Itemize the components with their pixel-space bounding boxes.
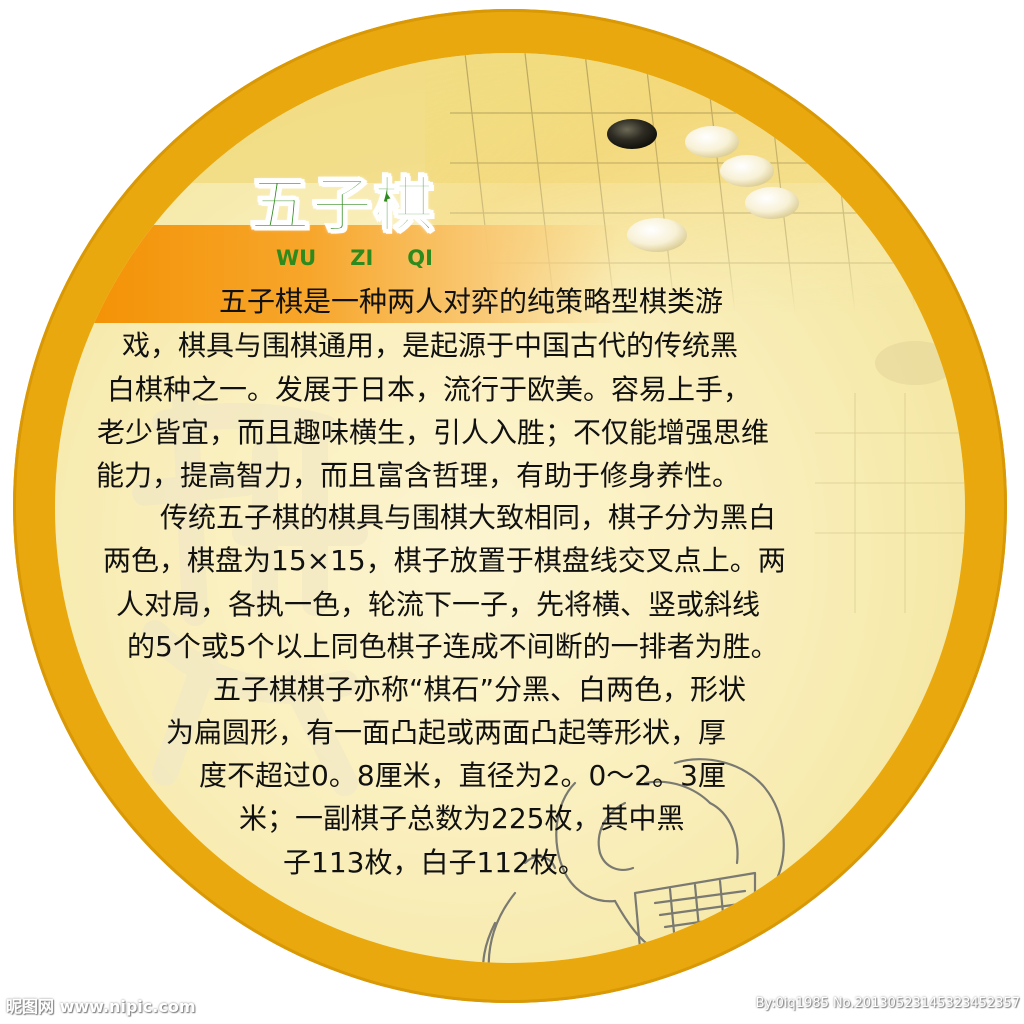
body-line: 两色，棋盘为15×15，棋子放置于棋盘线交叉点上。两 xyxy=(103,544,786,577)
decorative-brush-glyph xyxy=(132,390,368,796)
body-line: 白棋种之一。发展于日本，流行于欧美。容易上手， xyxy=(107,373,752,406)
body-line: 的5个或5个以上同色棋子连成不间断的一排者为胜。 xyxy=(127,630,779,663)
body-line: 米；一副棋子总数为225枚，其中黑 xyxy=(239,802,685,835)
body-line: 能力，提高智力，而且富含哲理，有助于修身养性。 xyxy=(96,459,741,492)
watermark-right: By:0iq1985 No.20130523145323452357 xyxy=(755,996,1020,1011)
circular-badge-face xyxy=(55,53,965,963)
body-line: 人对局，各执一色，轮流下一子，先将横、竖或斜线 xyxy=(116,588,761,621)
body-line: 传统五子棋的棋具与围棋大致相同，棋子分为黑白 xyxy=(160,501,777,534)
page-title: 五子棋 xyxy=(249,170,436,242)
player-sketch-illustration xyxy=(482,758,826,963)
title-pinyin: WU ZI QI xyxy=(276,246,433,270)
pinyin-syllable: QI xyxy=(407,246,433,270)
body-line: 老少皆宜，而且趣味横生，引人入胜；不仅能增强思维 xyxy=(97,416,770,449)
body-line: 五子棋棋子亦称“棋石”分黑、白两色，形状 xyxy=(213,673,747,706)
pinyin-syllable: ZI xyxy=(350,246,374,270)
body-line: 五子棋是一种两人对弈的纯策略型棋类游 xyxy=(219,285,724,318)
title-banner xyxy=(55,225,620,323)
body-line: 戏，棋具与围棋通用，是起源于中国古代的传统黑 xyxy=(122,329,739,362)
body-line: 度不超过0。8厘米，直径为2。0～2。3厘 xyxy=(199,759,726,792)
pinyin-syllable: WU xyxy=(276,246,317,270)
go-board-photo xyxy=(55,53,965,963)
body-line: 为扁圆形，有一面凸起或两面凸起等形状，厚 xyxy=(166,716,727,749)
body-line: 子113枚，白子112枚。 xyxy=(283,846,586,879)
watermark-left: 昵图网 www.nipic.com xyxy=(6,997,196,1016)
